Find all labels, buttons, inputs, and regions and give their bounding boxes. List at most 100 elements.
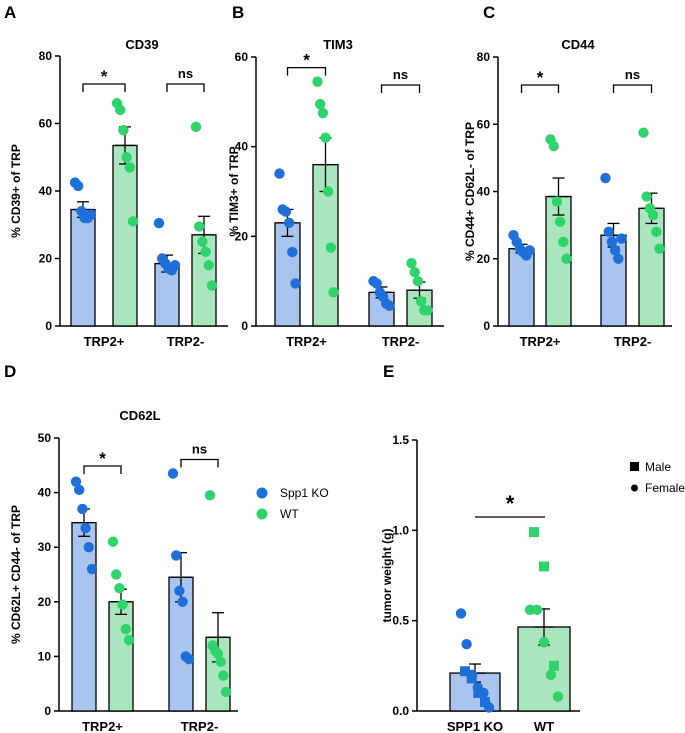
data-point [600,172,611,184]
data-point [190,121,202,133]
data-point [603,226,614,238]
legend-label: Spp1 KO [280,486,329,500]
significance-label: ns [178,66,193,81]
panel-letter: B [232,3,244,22]
significance-label: ns [192,441,207,456]
data-point [197,236,208,247]
y-tick-label: 40 [477,185,491,199]
chart-panel-e: 0.0 0.5 1.0 1.5 tumor weight (g) E SPP1 KO WT * M… [380,362,685,733]
significance-label: * [99,449,106,468]
y-tick-label: 0 [241,319,248,333]
data-point [123,634,135,646]
y-tick-label: 40 [235,140,249,154]
data-point-female [483,702,495,713]
x-category-label: TRP2+ [82,719,123,733]
panel-letter: A [4,3,16,22]
data-point [86,563,98,575]
significance-bracket [380,84,421,93]
data-point [218,670,229,681]
bar-spp1-ko [274,222,301,327]
y-tick-label: 60 [477,117,491,131]
data-point [174,585,185,597]
data-point [290,278,301,289]
bar-spp1-ko [70,208,96,327]
data-point [203,260,214,271]
legend-label: WT [280,507,299,521]
y-tick-label: 40 [38,486,52,500]
data-point [409,267,420,278]
data-point [406,258,417,269]
chart-panel-a: 0 20 40 60 80 % CD39+ of TRP A CD39 * TRP2+ ns TRP2… [4,3,228,349]
y-axis-label: % CD44+ CD62L- of TRP [463,122,477,261]
data-point [548,140,559,152]
data-point [121,152,132,163]
data-point-male [480,696,490,707]
data-point-male [529,527,539,538]
y-tick-label: 20 [38,595,52,609]
significance-bracket [180,458,219,468]
data-point-female [545,669,557,681]
data-point [83,542,95,553]
data-point [73,180,84,192]
data-point [177,596,188,607]
bar-spp1-ko [508,248,535,327]
data-point [127,216,139,227]
data-point [194,221,205,232]
significance-bracket [82,83,126,92]
data-point [70,476,82,487]
data-point [171,550,182,561]
data-point [320,132,331,143]
data-point [325,242,337,253]
significance-label: * [506,491,515,516]
y-tick-label: 0.5 [392,614,409,628]
y-tick-label: 0.0 [392,704,409,718]
y-tick-label: 20 [477,252,491,266]
legend-label: Female [645,481,685,495]
data-point [153,217,165,229]
y-tick-label: 80 [39,49,53,63]
data-point [200,246,211,257]
x-category-label: TRP2+ [520,334,561,349]
data-point [312,76,323,87]
significance-bracket [166,83,205,92]
data-point [118,125,129,136]
data-point [613,253,624,264]
data-point-female [461,638,472,650]
x-category-label: SPP1 KO [447,719,503,733]
data-point [654,243,665,254]
data-point [551,196,563,207]
panel-letter: E [383,362,394,381]
data-point [212,648,224,659]
data-point-female [538,637,550,648]
x-category-label: TRP2- [382,334,420,349]
y-axis-label: % CD39+ of TRP [9,144,23,238]
data-point [280,206,292,217]
data-point-female [531,604,543,616]
significance-label: * [101,67,108,86]
chart-title: CD39 [125,37,158,52]
data-point-male [549,660,559,671]
significance-label: * [537,68,544,87]
data-point [77,503,88,515]
bar-wt [108,601,134,712]
y-tick-label: 0 [483,319,490,333]
data-point [558,236,569,248]
data-point [167,468,179,479]
y-axis-label: % TIM3+ of TRP [227,146,241,236]
data-point [384,300,395,312]
significance-label: * [303,51,310,70]
data-point [206,280,218,291]
chart-title: TIM3 [323,37,353,52]
y-tick-label: 1.5 [392,433,409,447]
data-point [415,296,427,307]
data-point [220,686,232,698]
x-category-label: WT [534,719,554,733]
x-category-label: TRP2- [167,334,205,349]
data-point [609,245,621,256]
data-point [561,253,572,264]
y-tick-label: 40 [39,184,53,198]
y-tick-label: 60 [235,50,249,64]
data-point [422,305,433,316]
data-point [606,236,618,248]
y-tick-label: 20 [235,229,249,243]
